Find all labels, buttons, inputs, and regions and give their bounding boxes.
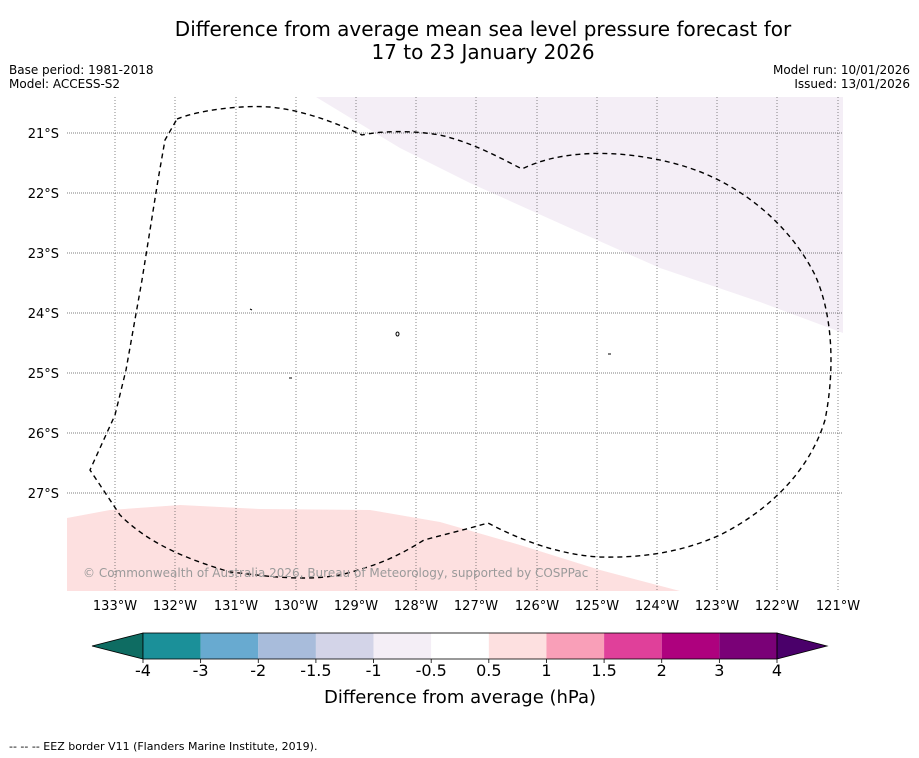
colorbar (91, 632, 829, 660)
lat-gridlines (67, 132, 843, 494)
copyright-text: © Commonwealth of Australia 2026, Bureau… (83, 566, 588, 580)
colorbar-tick-label: 2 (657, 661, 667, 680)
colorbar-swatch (258, 633, 316, 659)
lon-label: 123°W (695, 599, 739, 614)
lat-label: 25°S (28, 367, 59, 382)
meta-right: Model run: 10/01/2026 Issued: 13/01/2026 (773, 63, 910, 91)
colorbar-tick-label: -3 (193, 661, 209, 680)
colorbar-ticks: -4 -3 -2 -1.5 -1 -0.5 0.5 1 1.5 2 3 4 (135, 659, 782, 680)
colorbar-tick-label: 0.5 (476, 661, 501, 680)
map-area: © Commonwealth of Australia 2026, Bureau… (67, 97, 843, 591)
issued-date: Issued: 13/01/2026 (794, 77, 910, 91)
lon-label: 128°W (394, 599, 438, 614)
colorbar-swatch (546, 633, 605, 659)
lat-label: 21°S (28, 127, 59, 142)
colorbar-swatch (604, 633, 662, 659)
lon-label: 124°W (635, 599, 679, 614)
meta-left: Base period: 1981-2018 Model: ACCESS-S2 (9, 63, 154, 91)
lat-label: 22°S (28, 187, 59, 202)
lon-label: 122°W (755, 599, 799, 614)
colorbar-swatch (488, 633, 547, 659)
colorbar-tick-label: 3 (714, 661, 724, 680)
colorbar-tick-label: -1 (366, 661, 382, 680)
lon-label: 133°W (93, 599, 137, 614)
lon-gridlines (114, 97, 839, 591)
lon-label: 131°W (214, 599, 258, 614)
lat-labels: 21°S 22°S 23°S 24°S 25°S 26°S 27°S (28, 127, 59, 502)
island-markers (249, 308, 611, 379)
title-line-1: Difference from average mean sea level p… (174, 17, 792, 41)
model-name: Model: ACCESS-S2 (9, 77, 121, 91)
colorbar-tick-label: 1.5 (591, 661, 616, 680)
colorbar-extend-high (776, 632, 829, 660)
eez-legend-footnote: -- -- -- EEZ border V11 (Flanders Marine… (9, 740, 318, 753)
lat-label: 23°S (28, 247, 59, 262)
title-line-2: 17 to 23 January 2026 (371, 40, 595, 64)
lon-label: 130°W (274, 599, 318, 614)
colorbar-swatch (200, 633, 259, 659)
colorbar-swatch (373, 633, 432, 659)
colorbar-tick-label: -4 (135, 661, 151, 680)
colorbar-tick-label: -0.5 (416, 661, 447, 680)
colorbar-swatch (661, 633, 720, 659)
lon-label: 127°W (454, 599, 498, 614)
colorbar-swatch (719, 633, 777, 659)
lat-label: 27°S (28, 487, 59, 502)
lon-label: 132°W (153, 599, 197, 614)
lon-label: 126°W (515, 599, 559, 614)
eez-border (89, 105, 832, 579)
colorbar-frame (142, 632, 778, 660)
colorbar-tick-label: 1 (541, 661, 551, 680)
colorbar-tick-label: -1.5 (300, 661, 331, 680)
lon-label: 129°W (334, 599, 378, 614)
colorbar-tick-label: 4 (772, 661, 782, 680)
colorbar-extend-low (91, 632, 144, 660)
colorbar-tick-label: -2 (250, 661, 266, 680)
lat-label: 24°S (28, 307, 59, 322)
lon-labels: 133°W 132°W 131°W 130°W 129°W 128°W 127°… (93, 599, 860, 614)
colorbar-swatch (315, 633, 374, 659)
positive-anomaly-region-purple (316, 97, 843, 333)
lat-label: 26°S (28, 427, 59, 442)
lon-label: 125°W (575, 599, 619, 614)
colorbar-title: Difference from average (hPa) (324, 687, 596, 708)
model-run: Model run: 10/01/2026 (772, 63, 910, 77)
colorbar-swatch (431, 633, 489, 659)
map-title: Difference from average mean sea level p… (0, 18, 919, 64)
colorbar-swatch (143, 633, 201, 659)
lon-label: 121°W (816, 599, 860, 614)
base-period: Base period: 1981-2018 (9, 63, 154, 77)
